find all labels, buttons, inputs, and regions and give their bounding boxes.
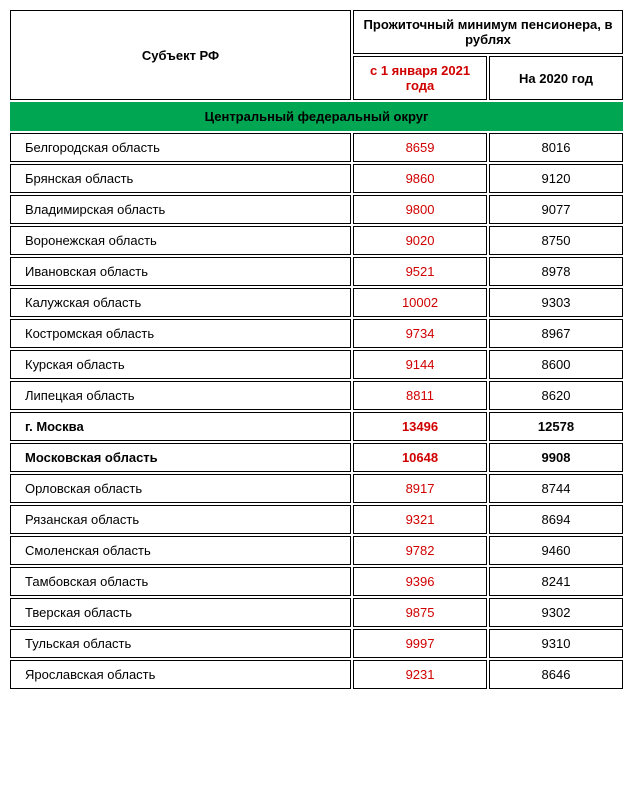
header-2021: с 1 января 2021 года [353, 56, 487, 100]
region-cell: Костромская область [10, 319, 351, 348]
value-2020-cell: 8241 [489, 567, 623, 596]
region-cell: Калужская область [10, 288, 351, 317]
value-2020-cell: 8694 [489, 505, 623, 534]
table-row: Ивановская область95218978 [10, 257, 623, 286]
table-row: г. Москва1349612578 [10, 412, 623, 441]
table-row: Московская область106489908 [10, 443, 623, 472]
table-row: Костромская область97348967 [10, 319, 623, 348]
region-cell: Рязанская область [10, 505, 351, 534]
region-cell: Смоленская область [10, 536, 351, 565]
table-row: Брянская область98609120 [10, 164, 623, 193]
value-2020-cell: 9077 [489, 195, 623, 224]
value-2020-cell: 8978 [489, 257, 623, 286]
header-subject: Субъект РФ [10, 10, 351, 100]
region-cell: Белгородская область [10, 133, 351, 162]
pension-minimum-table: Субъект РФ Прожиточный минимум пенсионер… [8, 8, 625, 691]
value-2021-cell: 9997 [353, 629, 487, 658]
region-cell: Брянская область [10, 164, 351, 193]
value-2020-cell: 9310 [489, 629, 623, 658]
table-row: Курская область91448600 [10, 350, 623, 379]
value-2020-cell: 9303 [489, 288, 623, 317]
table-row: Смоленская область97829460 [10, 536, 623, 565]
region-cell: Курская область [10, 350, 351, 379]
region-cell: Воронежская область [10, 226, 351, 255]
value-2021-cell: 9521 [353, 257, 487, 286]
value-2020-cell: 8646 [489, 660, 623, 689]
table-row: Тверская область98759302 [10, 598, 623, 627]
value-2021-cell: 9020 [353, 226, 487, 255]
value-2020-cell: 8620 [489, 381, 623, 410]
table-header: Субъект РФ Прожиточный минимум пенсионер… [10, 10, 623, 100]
table-row: Тамбовская область93968241 [10, 567, 623, 596]
value-2021-cell: 8659 [353, 133, 487, 162]
table-row: Калужская область100029303 [10, 288, 623, 317]
value-2020-cell: 9460 [489, 536, 623, 565]
table-row: Рязанская область93218694 [10, 505, 623, 534]
header-group: Прожиточный минимум пенсионера, в рублях [353, 10, 623, 54]
value-2020-cell: 9908 [489, 443, 623, 472]
value-2021-cell: 8811 [353, 381, 487, 410]
table-row: Тульская область99979310 [10, 629, 623, 658]
value-2021-cell: 10648 [353, 443, 487, 472]
value-2021-cell: 9144 [353, 350, 487, 379]
region-cell: Тверская область [10, 598, 351, 627]
table-row: Липецкая область88118620 [10, 381, 623, 410]
region-cell: Владимирская область [10, 195, 351, 224]
value-2021-cell: 9321 [353, 505, 487, 534]
value-2020-cell: 9120 [489, 164, 623, 193]
table-row: Орловская область89178744 [10, 474, 623, 503]
table-row: Ярославская область92318646 [10, 660, 623, 689]
value-2021-cell: 9734 [353, 319, 487, 348]
value-2021-cell: 9396 [353, 567, 487, 596]
region-cell: Орловская область [10, 474, 351, 503]
value-2020-cell: 8600 [489, 350, 623, 379]
district-row: Центральный федеральный округ [10, 102, 623, 131]
value-2021-cell: 9860 [353, 164, 487, 193]
value-2020-cell: 12578 [489, 412, 623, 441]
value-2020-cell: 8744 [489, 474, 623, 503]
value-2020-cell: 8016 [489, 133, 623, 162]
value-2021-cell: 9875 [353, 598, 487, 627]
value-2021-cell: 10002 [353, 288, 487, 317]
district-title: Центральный федеральный округ [10, 102, 623, 131]
value-2020-cell: 8750 [489, 226, 623, 255]
value-2021-cell: 8917 [353, 474, 487, 503]
value-2020-cell: 9302 [489, 598, 623, 627]
table-row: Белгородская область86598016 [10, 133, 623, 162]
table-row: Воронежская область90208750 [10, 226, 623, 255]
table-body: Центральный федеральный округ Белгородск… [10, 102, 623, 689]
header-2020: На 2020 год [489, 56, 623, 100]
value-2021-cell: 9782 [353, 536, 487, 565]
region-cell: Московская область [10, 443, 351, 472]
value-2021-cell: 13496 [353, 412, 487, 441]
value-2021-cell: 9231 [353, 660, 487, 689]
region-cell: Ивановская область [10, 257, 351, 286]
value-2021-cell: 9800 [353, 195, 487, 224]
value-2020-cell: 8967 [489, 319, 623, 348]
region-cell: Ярославская область [10, 660, 351, 689]
table-row: Владимирская область98009077 [10, 195, 623, 224]
region-cell: Липецкая область [10, 381, 351, 410]
region-cell: Тамбовская область [10, 567, 351, 596]
region-cell: Тульская область [10, 629, 351, 658]
region-cell: г. Москва [10, 412, 351, 441]
